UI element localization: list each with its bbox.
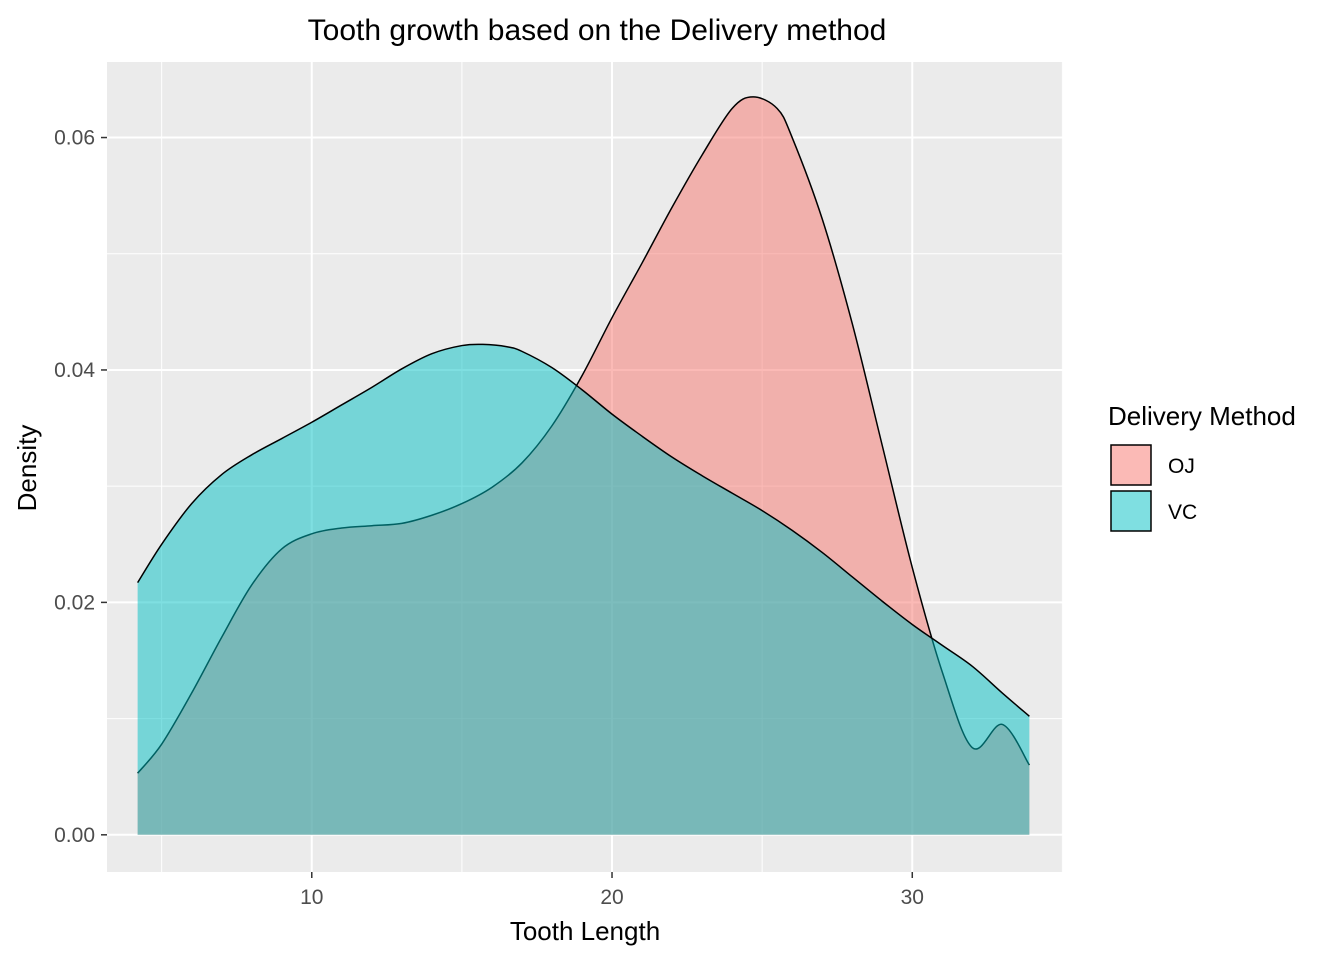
legend-label-oj: OJ [1168,455,1195,478]
legend-label-vc: VC [1168,501,1197,524]
legend-title: Delivery Method [1108,401,1296,431]
y-axis-title: Density [12,425,42,512]
legend-items: OJ VC [1110,444,1197,532]
x-tick-label: 10 [300,886,323,909]
density-line-vc [136,343,1030,717]
legend-swatch-oj [1110,444,1152,486]
y-tick-label: 0.00 [54,824,95,847]
density-series [136,96,1031,835]
legend: Delivery Method OJ VC [1108,401,1296,532]
x-tick-label: 30 [901,886,924,909]
x-axis-ticks: 10 20 30 [300,872,924,909]
legend-swatch-vc [1110,490,1152,532]
y-tick-label: 0.06 [54,127,95,150]
y-tick-label: 0.04 [54,359,95,382]
y-axis-ticks: 0.00 0.02 0.04 0.06 [54,127,107,847]
x-axis-title: Tooth Length [510,916,660,946]
density-area-vc [137,344,1030,835]
chart-title: Tooth growth based on the Delivery metho… [308,14,887,47]
y-tick-label: 0.02 [54,591,95,614]
plot-panel [107,62,1063,872]
x-tick-label: 20 [600,886,623,909]
